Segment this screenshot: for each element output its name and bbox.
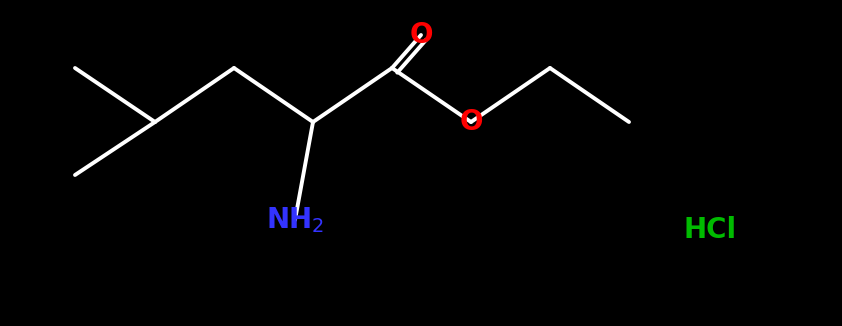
Text: NH$_2$: NH$_2$ [266,205,324,235]
Text: HCl: HCl [684,216,737,244]
Text: O: O [409,21,433,49]
Text: O: O [459,108,482,136]
